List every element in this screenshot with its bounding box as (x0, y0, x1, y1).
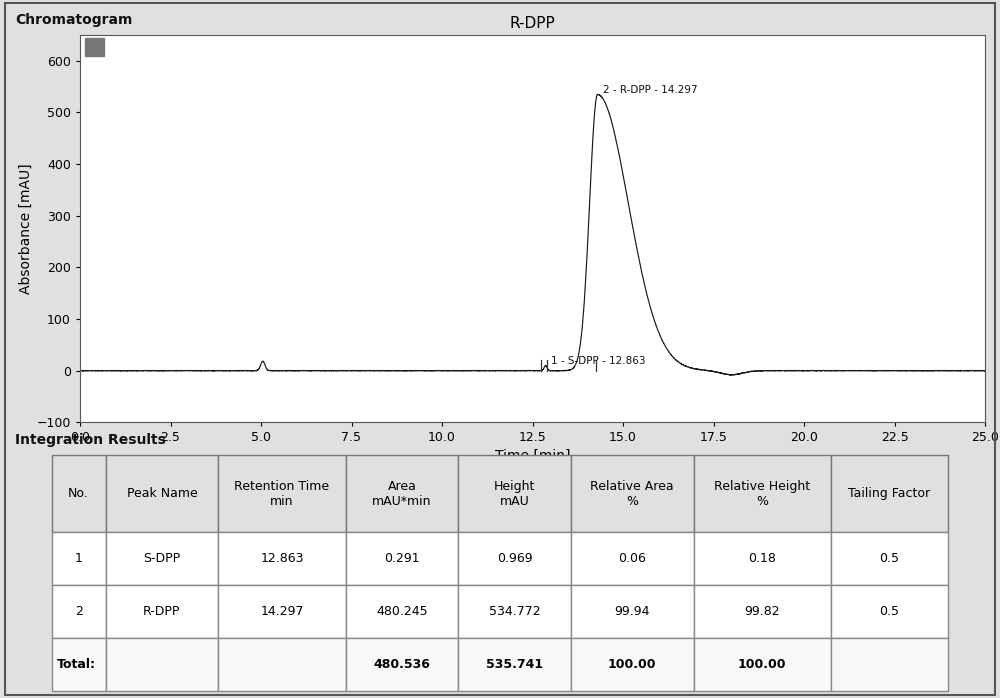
Bar (85, 38, 104, 57)
Text: Integration Results: Integration Results (15, 433, 166, 447)
Text: 2 - R-DPP - 14.297: 2 - R-DPP - 14.297 (603, 85, 698, 96)
Text: 1 - S-DPP - 12.863: 1 - S-DPP - 12.863 (551, 357, 646, 366)
Title: R-DPP: R-DPP (510, 16, 555, 31)
X-axis label: Time [min]: Time [min] (495, 449, 570, 463)
Text: Chromatogram: Chromatogram (15, 13, 132, 27)
Y-axis label: Absorbance [mAU]: Absorbance [mAU] (18, 163, 32, 294)
